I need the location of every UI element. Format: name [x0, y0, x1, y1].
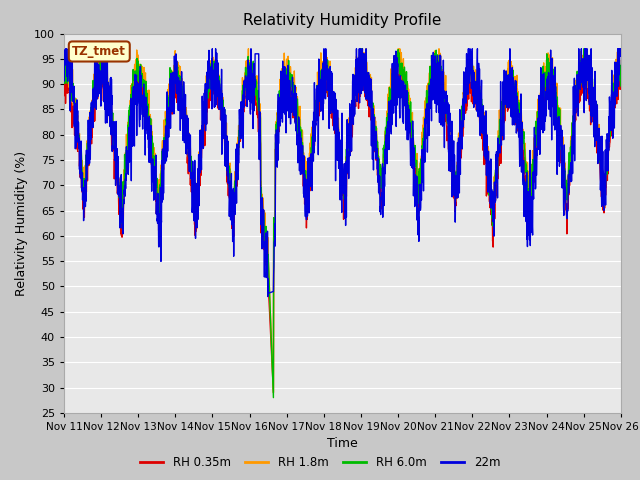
X-axis label: Time: Time [327, 437, 358, 450]
Text: TZ_tmet: TZ_tmet [72, 45, 126, 58]
Title: Relativity Humidity Profile: Relativity Humidity Profile [243, 13, 442, 28]
Y-axis label: Relativity Humidity (%): Relativity Humidity (%) [15, 151, 28, 296]
Legend: RH 0.35m, RH 1.8m, RH 6.0m, 22m: RH 0.35m, RH 1.8m, RH 6.0m, 22m [135, 452, 505, 474]
